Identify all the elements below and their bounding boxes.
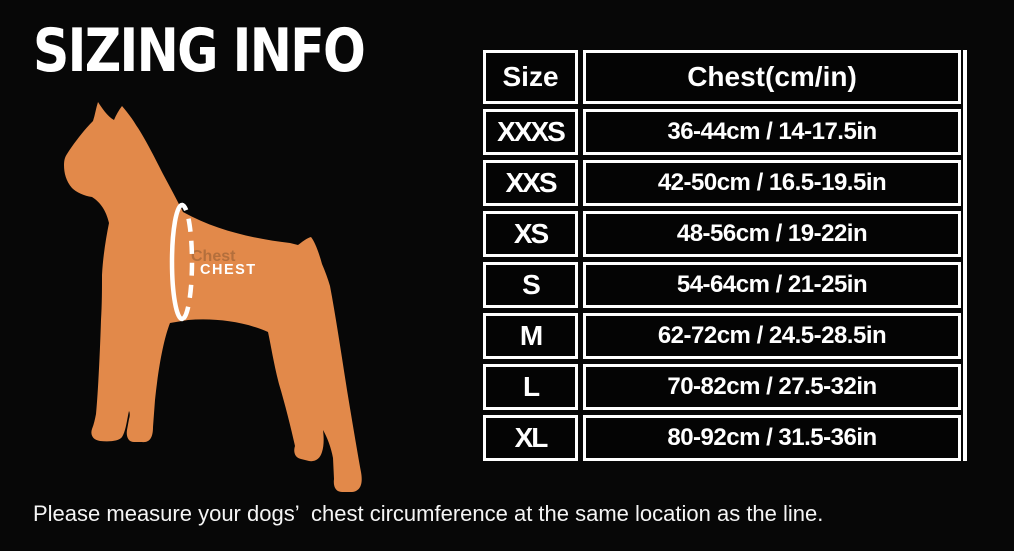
page-title: SIZING INFO [33,16,366,86]
measure-instruction: Please measure your dogs’ chest circumfe… [33,501,824,526]
chest-value: 36-44cm / 14-17.5in [583,109,961,155]
table-row: S 54-64cm / 21-25in [483,262,961,308]
header-size: Size [483,50,578,104]
chest-measure-line-dashed [181,202,195,322]
table-row: XXXS 36-44cm / 14-17.5in [483,109,961,155]
table-row: XS 48-56cm / 19-22in [483,211,961,257]
header-chest: Chest(cm/in) [583,50,961,104]
dog-silhouette-svg: Chest CHEST [64,102,362,492]
dog-illustration: Chest CHEST [30,90,450,502]
size-value: XS [483,211,578,257]
chest-value: 80-92cm / 31.5-36in [583,415,961,461]
table-row: M 62-72cm / 24.5-28.5in [483,313,961,359]
chest-value: 54-64cm / 21-25in [583,262,961,308]
table-row: XXS 42-50cm / 16.5-19.5in [483,160,961,206]
size-value: XXS [483,160,578,206]
chest-value: 70-82cm / 27.5-32in [583,364,961,410]
chest-label: CHEST [200,262,257,278]
chest-value: 42-50cm / 16.5-19.5in [583,160,961,206]
chest-value: 48-56cm / 19-22in [583,211,961,257]
table-row: L 70-82cm / 27.5-32in [483,364,961,410]
size-value: XL [483,415,578,461]
chest-value: 62-72cm / 24.5-28.5in [583,313,961,359]
table-header-row: Size Chest(cm/in) [483,50,961,104]
size-value: XXXS [483,109,578,155]
chest-measure-line-solid [169,202,185,322]
sizing-table: Size Chest(cm/in) XXXS 36-44cm / 14-17.5… [483,50,961,461]
table-outer-right-border [963,50,967,461]
size-value: S [483,262,578,308]
table-row: XL 80-92cm / 31.5-36in [483,415,961,461]
size-value: L [483,364,578,410]
ghost-chest-label: Chest [191,248,236,265]
dog-silhouette [64,102,362,492]
size-value: M [483,313,578,359]
